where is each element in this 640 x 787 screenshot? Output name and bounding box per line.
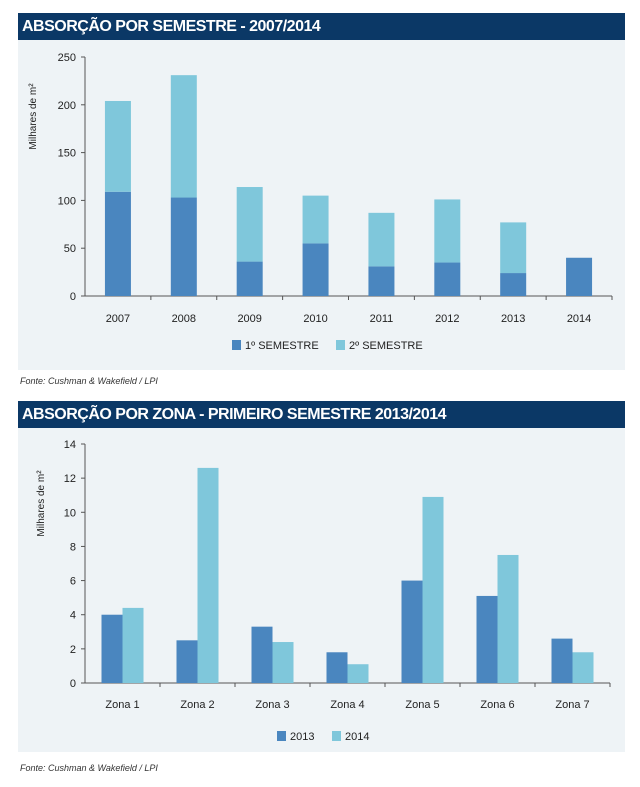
- x-tick-label: Zona 5: [405, 699, 439, 711]
- x-tick-label: 2007: [106, 313, 130, 325]
- bar-2-semestre: [368, 212, 395, 267]
- x-tick-label: Zona 4: [330, 699, 364, 711]
- x-tick-label: Zona 1: [105, 699, 139, 711]
- legend-swatch: [232, 340, 241, 350]
- x-tick-label: 2014: [567, 313, 591, 325]
- x-tick-label: 2012: [435, 313, 459, 325]
- bar-2-semestre: [302, 195, 329, 244]
- y-tick-label: 100: [58, 195, 76, 207]
- legend-swatch: [332, 731, 341, 741]
- x-tick-label: Zona 6: [480, 699, 514, 711]
- legend-label: 1º SEMESTRE: [245, 340, 319, 352]
- y-tick-label: 4: [70, 610, 76, 622]
- x-tick-label: 2009: [237, 313, 261, 325]
- bar-1-semestre: [566, 257, 593, 296]
- bar-1-semestre: [434, 262, 461, 296]
- bar-1-semestre: [302, 243, 329, 296]
- y-tick-label: 250: [58, 52, 76, 64]
- bar-2014: [572, 652, 594, 683]
- bar-1-semestre: [170, 197, 197, 296]
- bar-2014: [272, 642, 294, 683]
- bar-1-semestre: [104, 191, 131, 296]
- y-tick-label: 8: [70, 541, 76, 553]
- bar-2013: [476, 595, 498, 683]
- bar-2014: [422, 496, 444, 683]
- y-tick-label: 200: [58, 100, 76, 112]
- legend-swatch: [336, 340, 345, 350]
- bar-2013: [176, 640, 198, 683]
- x-tick-label: 2013: [501, 313, 525, 325]
- bar-1-semestre: [500, 273, 527, 296]
- y-tick-label: 0: [70, 291, 76, 303]
- y-tick-label: 150: [58, 148, 76, 160]
- bar-2014: [122, 607, 144, 683]
- chart1-source: Fonte: Cushman & Wakefield / LPI: [20, 376, 158, 386]
- bar-2013: [401, 580, 423, 683]
- y-tick-label: 6: [70, 576, 76, 588]
- bar-2013: [251, 626, 273, 683]
- legend-swatch: [277, 731, 286, 741]
- bar-2-semestre: [500, 222, 527, 274]
- x-tick-label: Zona 3: [255, 699, 289, 711]
- bar-1-semestre: [236, 261, 263, 296]
- bar-2013: [101, 614, 123, 683]
- y-tick-label: 50: [64, 243, 76, 255]
- bar-2014: [497, 554, 519, 683]
- y-tick-label: 14: [64, 439, 76, 451]
- legend-label: 2013: [290, 731, 314, 743]
- chart2-source: Fonte: Cushman & Wakefield / LPI: [20, 763, 158, 773]
- chart1-title: ABSORÇÃO POR SEMESTRE - 2007/2014: [18, 13, 625, 40]
- y-axis-label: Milhares de m²: [36, 470, 47, 537]
- y-tick-label: 0: [70, 678, 76, 690]
- x-tick-label: 2008: [172, 313, 196, 325]
- bar-2-semestre: [170, 75, 197, 198]
- y-tick-label: 2: [70, 644, 76, 656]
- x-tick-label: Zona 2: [180, 699, 214, 711]
- x-tick-label: Zona 7: [555, 699, 589, 711]
- bar-2-semestre: [236, 187, 263, 262]
- bar-2013: [551, 638, 573, 683]
- bar-1-semestre: [368, 266, 395, 296]
- bar-2014: [347, 664, 369, 683]
- bar-2-semestre: [104, 100, 131, 192]
- bar-2014: [197, 467, 219, 683]
- y-tick-label: 10: [64, 507, 76, 519]
- y-axis-label: Milhares de m²: [28, 83, 39, 150]
- legend-label: 2014: [345, 731, 369, 743]
- y-tick-label: 12: [64, 473, 76, 485]
- legend-label: 2º SEMESTRE: [349, 340, 423, 352]
- chart2-title: ABSORÇÃO POR ZONA - PRIMEIRO SEMESTRE 20…: [18, 401, 625, 428]
- x-tick-label: 2010: [303, 313, 327, 325]
- chart2-panel: [18, 428, 625, 752]
- bar-2-semestre: [434, 199, 461, 263]
- bar-2013: [326, 652, 348, 683]
- x-tick-label: 2011: [370, 313, 394, 325]
